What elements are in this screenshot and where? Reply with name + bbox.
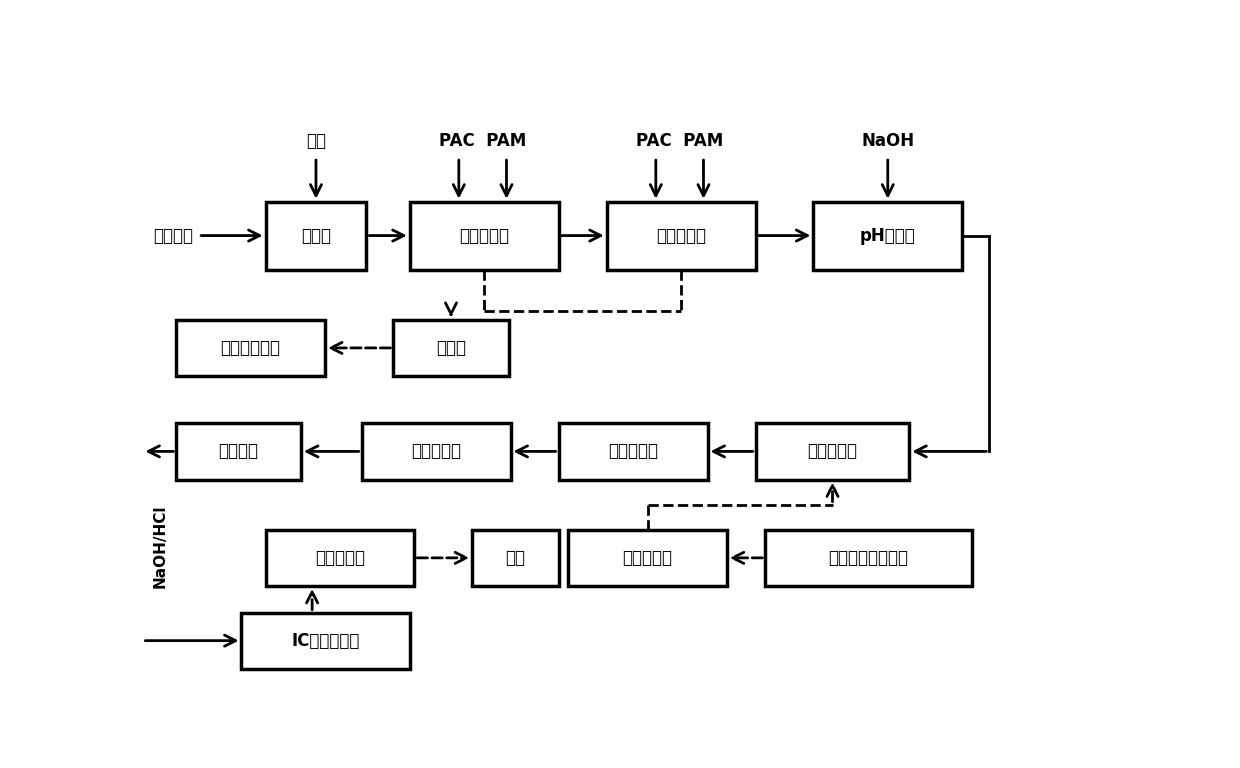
Bar [393, 319, 508, 376]
Text: NaOH/HCl: NaOH/HCl [153, 505, 167, 588]
Bar [176, 319, 325, 376]
Bar [265, 201, 367, 270]
Text: 颗粒污泥池: 颗粒污泥池 [315, 549, 365, 567]
Bar [755, 423, 909, 479]
Bar [176, 423, 301, 479]
Text: PAC  PAM: PAC PAM [636, 132, 723, 150]
Text: 成品: 成品 [506, 549, 526, 567]
Text: PAC  PAM: PAC PAM [439, 132, 526, 150]
Text: 过渡水池: 过渡水池 [218, 442, 259, 460]
Text: pH调节池: pH调节池 [859, 227, 915, 244]
Text: 生产废水: 生产废水 [154, 227, 193, 244]
Bar [265, 530, 414, 586]
Text: 污泥转化池: 污泥转化池 [622, 549, 672, 567]
Text: 二沉池污泥浓缩池: 二沉池污泥浓缩池 [828, 549, 909, 567]
Text: 污泥混合池: 污泥混合池 [807, 442, 858, 460]
Bar [558, 423, 708, 479]
Bar [472, 530, 558, 586]
Text: 调节池: 调节池 [301, 227, 331, 244]
Bar [765, 530, 972, 586]
Text: IC厌氧反应器: IC厌氧反应器 [291, 631, 360, 650]
Text: 浮渣脱水系统: 浮渣脱水系统 [221, 339, 280, 357]
Bar [409, 201, 558, 270]
Bar [813, 201, 962, 270]
Bar [606, 201, 755, 270]
Text: 生物选择池: 生物选择池 [608, 442, 658, 460]
Text: 一级气浮池: 一级气浮池 [459, 227, 510, 244]
Bar [568, 530, 727, 586]
Text: NaOH: NaOH [862, 132, 914, 150]
Text: 浮渣池: 浮渣池 [436, 339, 466, 357]
Text: 空气: 空气 [306, 132, 326, 150]
Bar [242, 613, 409, 669]
Text: 厌氧沉淀池: 厌氧沉淀池 [412, 442, 461, 460]
Bar [362, 423, 511, 479]
Text: 二级气浮池: 二级气浮池 [656, 227, 706, 244]
